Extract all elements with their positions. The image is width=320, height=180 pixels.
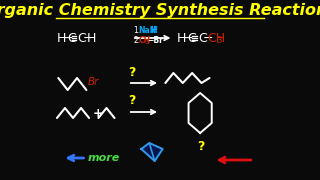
Text: H: H xyxy=(177,31,186,44)
Text: NaN: NaN xyxy=(139,26,157,35)
Text: −: − xyxy=(203,31,213,44)
Text: H: H xyxy=(151,26,157,35)
Text: ?: ? xyxy=(197,141,204,154)
Text: H: H xyxy=(87,31,96,44)
Text: 3: 3 xyxy=(216,35,221,44)
Text: 2.: 2. xyxy=(133,35,140,44)
Text: 1.: 1. xyxy=(133,26,140,35)
Text: Br: Br xyxy=(88,77,99,87)
Text: −Br: −Br xyxy=(147,35,163,44)
Text: CH: CH xyxy=(207,31,226,44)
Text: −: − xyxy=(82,31,93,44)
Text: −: − xyxy=(183,31,193,44)
Text: ?: ? xyxy=(128,93,135,107)
Text: ?: ? xyxy=(128,66,135,78)
Text: C: C xyxy=(78,31,86,44)
Polygon shape xyxy=(141,143,163,161)
Text: CH: CH xyxy=(139,35,151,44)
Text: 3: 3 xyxy=(145,39,149,44)
Text: H: H xyxy=(56,31,66,44)
Text: Organic Chemistry Synthesis Reactions: Organic Chemistry Synthesis Reactions xyxy=(0,3,320,17)
Text: C: C xyxy=(67,31,76,44)
Text: C: C xyxy=(198,31,207,44)
Text: more: more xyxy=(88,153,120,163)
Text: C: C xyxy=(188,31,196,44)
Text: +: + xyxy=(93,107,104,120)
Text: −: − xyxy=(62,31,73,44)
Text: 2: 2 xyxy=(154,26,158,30)
